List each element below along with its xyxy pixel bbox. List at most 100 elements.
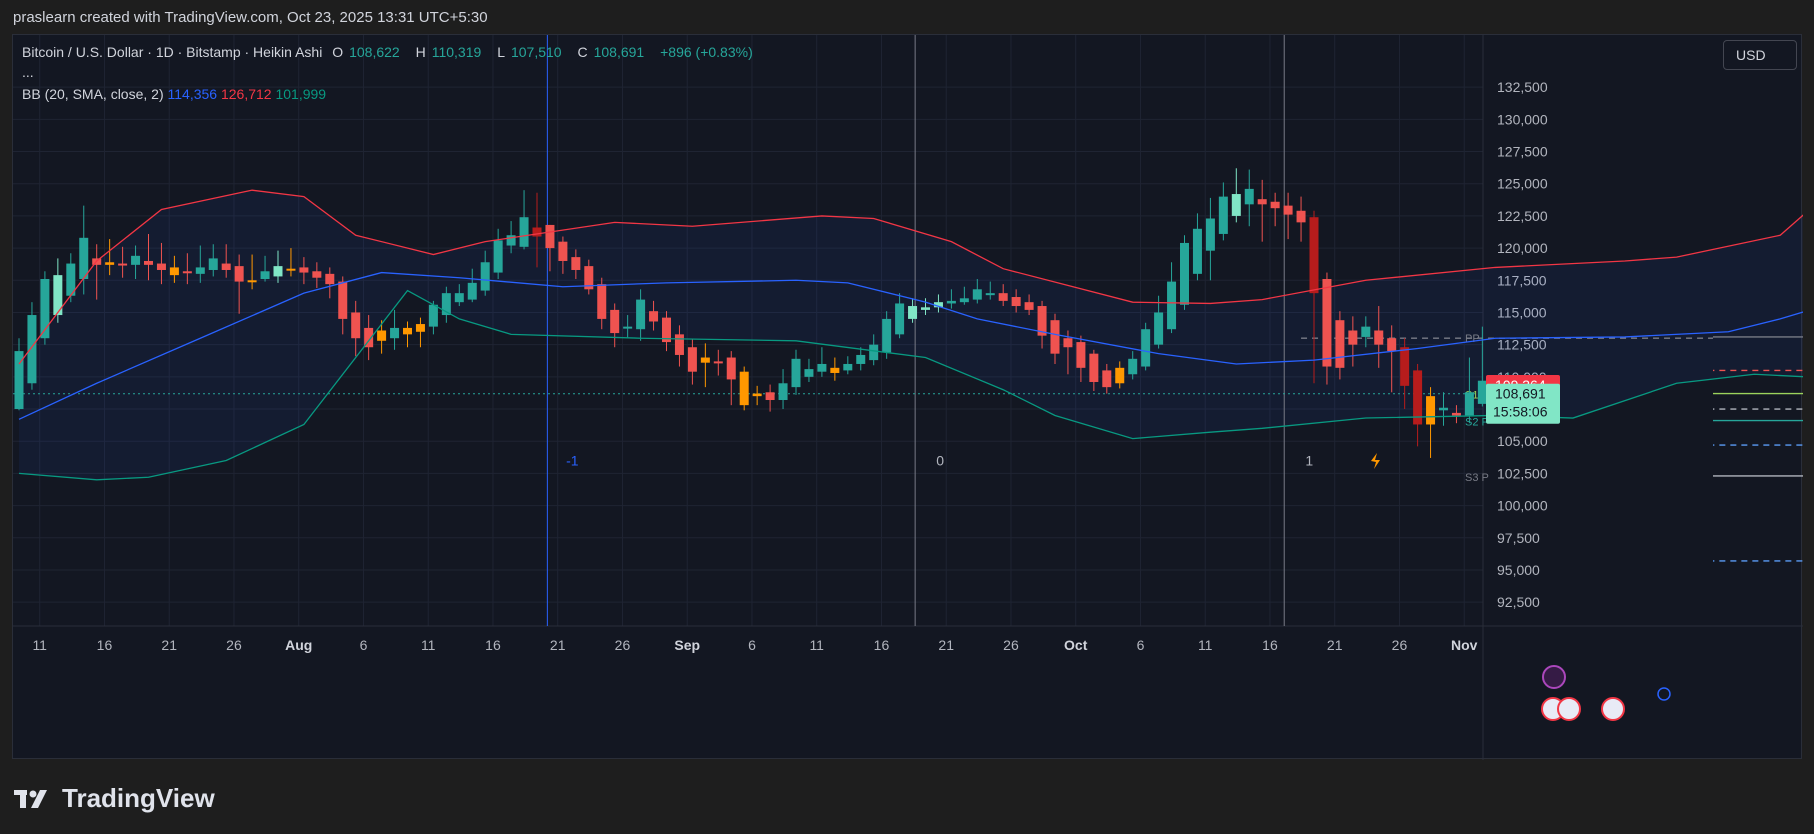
candle-body [1400,347,1410,386]
candle-body [623,326,633,329]
y-tick-label: 100,000 [1497,498,1548,514]
candle-body [1115,367,1125,384]
candle-body [584,266,594,290]
more-indicators-button[interactable]: ... [22,64,34,80]
candle-body [921,307,930,310]
x-tick-label: 21 [161,637,177,653]
candle-body [144,260,153,265]
bb-basis-value: 114,356 [167,86,218,102]
candle-body [649,311,659,322]
x-tick-label: 26 [1392,637,1408,653]
candle-body [1335,320,1345,368]
x-tick-label: 11 [809,637,824,653]
y-tick-label: 127,500 [1497,144,1548,160]
candle-body [1296,210,1306,223]
x-tick-label: 26 [615,637,631,653]
candle-body [856,354,866,364]
candle-body [895,303,905,335]
pivot-label-s3: S3 P [1465,472,1489,484]
candle-body [610,309,620,334]
candle-body [299,267,309,273]
candle-body [985,293,995,296]
candle-body [1283,205,1293,215]
candle-body [169,267,179,276]
candle-body [377,330,387,341]
bb-label[interactable]: BB (20, SMA, close, 2) [22,86,164,102]
candle-body [1477,380,1487,404]
candle-body [1374,330,1384,345]
cycle-label: 0 [936,453,944,469]
change-value: +896 (+0.83%) [660,44,753,60]
candle-body [1128,358,1138,375]
cycle-label: 1 [1305,453,1313,469]
bb-upper-value: 126,712 [220,86,272,102]
candle-body [674,334,684,355]
candle-body [1037,306,1047,336]
y-tick-label: 132,500 [1497,79,1548,95]
candle-body [428,304,438,327]
x-tick-label: 16 [97,637,113,653]
candle-body [558,241,568,261]
low-label: L [497,44,505,60]
candle-body [1024,302,1034,310]
candle-body [1426,396,1436,425]
candle-body [390,327,400,339]
symbol-title[interactable]: Bitcoin / U.S. Dollar · 1D · Bitstamp · … [22,44,323,60]
candle-body [519,217,529,247]
us-flag-event-icon[interactable] [1601,697,1625,721]
x-tick-label: 6 [748,637,756,653]
candle-body [1011,297,1021,307]
x-tick-label: 26 [1003,637,1019,653]
candle-body [1322,279,1332,367]
candle-body [1205,218,1215,251]
bb-legend: BB (20, SMA, close, 2) 114,356 126,712 1… [22,86,326,102]
candle-body [1361,326,1371,337]
y-tick-label: 115,000 [1497,304,1547,320]
candle-body [247,280,257,283]
x-tick-label: 16 [1262,637,1278,653]
price-chart[interactable]: 132,500 130,000 127,500 125,000 122,500 120,0… [13,35,1803,760]
candle-body [260,271,270,279]
candle-body [869,344,879,361]
currency-button[interactable]: USD [1723,40,1797,70]
y-tick-label: 97,500 [1497,530,1540,546]
candle-body [131,255,141,265]
x-tick-label: Oct [1064,637,1088,653]
tradingview-logo-icon [14,789,47,808]
candle-body [662,317,671,343]
candle-body [1309,217,1319,294]
y-tick-label: 117,500 [1497,272,1547,288]
candle-body [105,262,115,265]
x-tick-label: 16 [485,637,501,653]
candle-body [817,363,827,372]
bb-lower-value: 101,999 [275,86,327,102]
tradingview-logo[interactable]: TradingView [14,783,215,814]
us-flag-event-icon[interactable] [1557,697,1581,721]
candle-body [195,267,205,274]
candle-body [53,275,63,316]
candle-body [66,263,76,296]
pivot-label-pp: PP [1465,333,1480,345]
candle-body [700,357,710,363]
candle-body [493,240,503,273]
candle-body [1387,338,1397,352]
candle-body [1050,320,1060,354]
candle-body [1141,329,1151,367]
last-price-tag: 108,691 [1495,386,1546,402]
close-label: C [577,44,588,60]
bb-lower-line [18,289,1803,481]
candle-body [1218,196,1228,234]
candle-body [273,266,283,277]
candle-body [545,224,555,249]
y-tick-label: 125,000 [1497,176,1548,192]
candle-body [1063,338,1073,348]
chart-pane[interactable]: 132,500 130,000 127,500 125,000 122,500 120,0… [12,34,1803,760]
sessions-toggle-icon[interactable] [1657,687,1671,701]
lightning-event-icon[interactable] [1542,665,1566,689]
x-tick-label: Nov [1451,637,1478,653]
candle-body [506,235,516,246]
y-tick-label: 120,000 [1497,240,1548,256]
pivot-label-s2: S2 P [1465,417,1489,429]
candle-body [1348,330,1358,345]
candle-body [804,369,814,377]
